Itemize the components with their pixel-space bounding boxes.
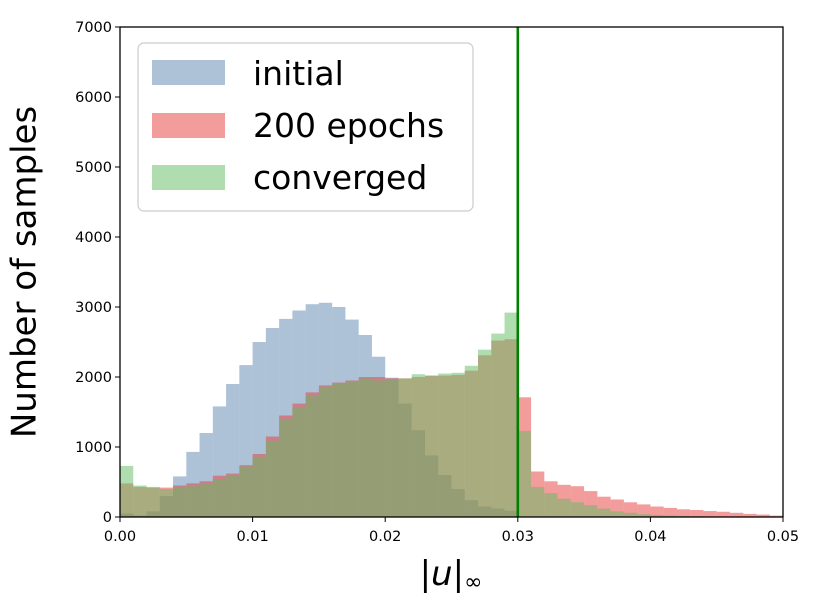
- bar-200-epochs: [650, 506, 664, 517]
- x-axis-ticks: 0.00 0.01 0.02 0.03 0.04 0.05: [104, 517, 799, 545]
- bar-converged: [199, 484, 213, 517]
- bar-converged: [411, 374, 425, 517]
- x-tick-label: 0.03: [502, 529, 534, 545]
- bar-converged: [159, 489, 174, 517]
- bar-converged: [265, 440, 280, 517]
- bar-200-epochs: [663, 507, 677, 517]
- bar-converged: [451, 372, 465, 517]
- bar-converged: [478, 349, 492, 517]
- bar-converged: [438, 373, 452, 517]
- y-tick-label: 7000: [75, 20, 112, 36]
- bar-200-epochs: [690, 510, 704, 517]
- bar-converged: [292, 407, 306, 517]
- bar-converged: [663, 515, 677, 517]
- y-tick-label: 2000: [75, 370, 112, 386]
- bar-converged: [491, 333, 505, 517]
- bar-converged: [504, 312, 518, 517]
- x-axis-title-subscript: ∞: [464, 570, 482, 595]
- bar-converged: [120, 465, 134, 517]
- bar-converged: [637, 514, 651, 517]
- bar-converged: [252, 456, 266, 517]
- bar-converged: [464, 365, 479, 517]
- bar-converged: [517, 430, 532, 517]
- bar-converged: [398, 378, 412, 517]
- legend-swatch-converged: [152, 165, 225, 190]
- bar-converged: [557, 498, 571, 517]
- x-tick-label: 0.00: [104, 529, 136, 545]
- series-converged-bars: [120, 312, 783, 517]
- bar-converged: [279, 419, 293, 517]
- legend-swatch-200-epochs: [152, 113, 225, 138]
- x-tick-label: 0.02: [369, 529, 401, 545]
- bar-200-epochs: [676, 509, 691, 517]
- y-tick-label: 4000: [75, 230, 112, 246]
- bar-converged: [318, 386, 333, 517]
- x-tick-label: 0.04: [634, 529, 666, 545]
- y-axis-ticks: 0 1000 2000 3000 4000 5000 6000 7000: [75, 20, 120, 526]
- bar-converged: [146, 486, 160, 517]
- legend-swatch-initial: [152, 60, 225, 85]
- y-tick-label: 0: [103, 510, 112, 526]
- bar-200-epochs: [716, 511, 730, 517]
- bar-converged: [385, 379, 399, 517]
- bar-200-epochs: [743, 513, 757, 517]
- bar-converged: [345, 381, 359, 517]
- legend-label-initial: initial: [253, 54, 344, 93]
- bar-converged: [597, 508, 611, 517]
- legend-label-converged: converged: [253, 158, 427, 197]
- x-axis-title: |u|∞: [420, 554, 483, 595]
- bar-converged: [212, 479, 227, 517]
- bar-converged: [226, 475, 240, 517]
- y-tick-label: 3000: [75, 300, 112, 316]
- bar-converged: [570, 502, 585, 517]
- bar-converged: [358, 378, 372, 517]
- bar-converged: [531, 486, 545, 517]
- legend-label-200-epochs: 200 epochs: [253, 106, 444, 145]
- x-tick-label: 0.05: [767, 529, 799, 545]
- legend: initial 200 epochs converged: [137, 42, 474, 212]
- y-axis-title: Number of samples: [5, 106, 45, 438]
- bar-converged: [332, 384, 346, 517]
- bar-200-epochs: [729, 512, 744, 517]
- x-axis-title-main: |u|: [420, 554, 464, 594]
- bar-200-epochs: [769, 515, 783, 517]
- bar-converged: [610, 511, 624, 517]
- bar-converged: [305, 395, 319, 517]
- bar-converged: [186, 486, 200, 517]
- bar-200-epochs: [756, 514, 770, 517]
- bar-converged: [173, 486, 187, 517]
- x-tick-label: 0.01: [236, 529, 268, 545]
- bar-200-epochs: [703, 511, 717, 517]
- bar-converged: [424, 375, 439, 517]
- bar-converged: [650, 514, 664, 517]
- plot-frame: [119, 26, 784, 518]
- y-tick-label: 5000: [75, 160, 112, 176]
- bar-converged: [371, 380, 386, 517]
- bar-converged: [133, 485, 147, 517]
- bar-converged: [239, 466, 253, 517]
- bar-converged: [544, 493, 558, 517]
- y-tick-label: 6000: [75, 90, 112, 106]
- bar-converged: [584, 505, 598, 517]
- bar-converged: [623, 512, 638, 517]
- y-tick-label: 1000: [75, 440, 112, 456]
- bar-200-epochs: [637, 504, 651, 517]
